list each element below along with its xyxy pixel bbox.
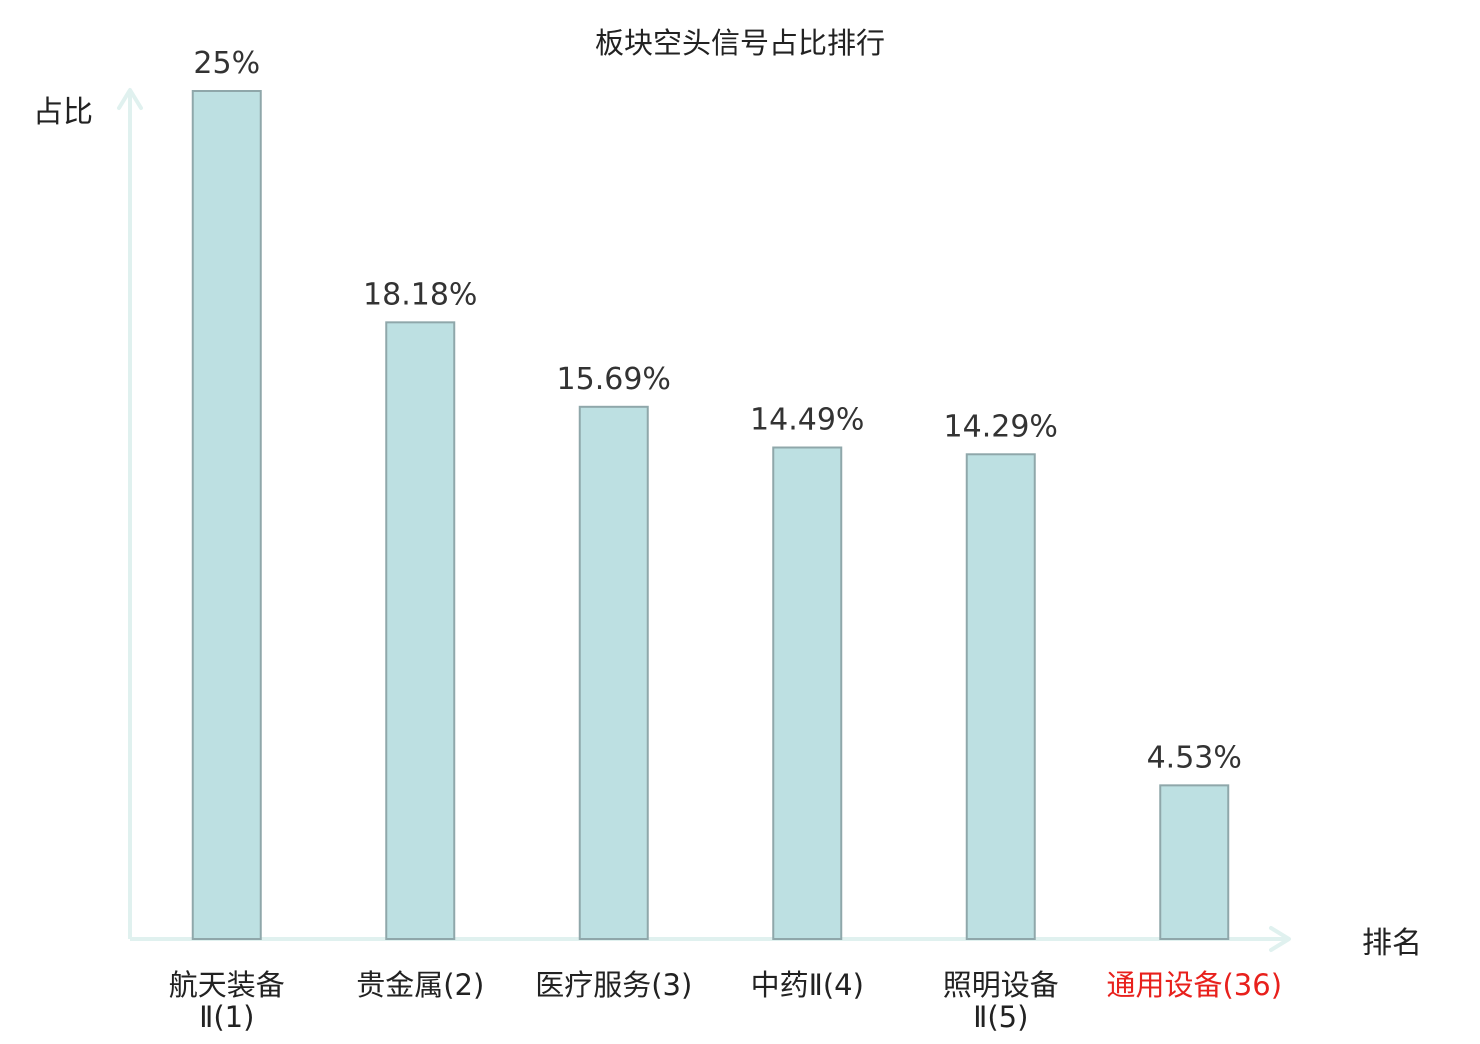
x-tick-label-1-line-1: 航天装备 bbox=[169, 968, 285, 1002]
x-tick-label-2: 贵金属(2) bbox=[356, 968, 484, 1002]
axes bbox=[117, 88, 1291, 952]
value-label-2: 18.18% bbox=[363, 277, 477, 312]
x-tick-label-5-line-1: 照明设备 bbox=[943, 968, 1059, 1002]
value-label-4: 14.49% bbox=[750, 402, 864, 437]
value-label-6: 4.53% bbox=[1147, 740, 1242, 775]
x-tick-label-6: 通用设备(36) bbox=[1106, 968, 1282, 1002]
x-tick-label-4: 中药Ⅱ(4) bbox=[751, 968, 864, 1002]
x-tick-label-1-line-2: Ⅱ(1) bbox=[199, 1000, 254, 1034]
bar-3 bbox=[578, 405, 649, 940]
bars-group bbox=[191, 90, 1230, 940]
bar-4 bbox=[772, 446, 843, 940]
bar-6 bbox=[1159, 784, 1230, 940]
y-axis-arrow bbox=[117, 88, 143, 110]
x-tick-label-5-line-2: Ⅱ(5) bbox=[973, 1000, 1028, 1034]
value-label-1: 25% bbox=[193, 46, 260, 81]
bar-2 bbox=[385, 321, 456, 940]
x-axis-label: 排名 bbox=[1362, 926, 1422, 961]
x-tick-label-3: 医疗服务(3) bbox=[535, 968, 692, 1002]
value-label-5: 14.29% bbox=[944, 409, 1058, 444]
value-label-3: 15.69% bbox=[557, 362, 671, 397]
bar-5 bbox=[965, 453, 1036, 940]
chart-title: 板块空头信号占比排行 bbox=[595, 26, 885, 60]
x-axis-arrow bbox=[1269, 926, 1291, 952]
value-labels-group: 25% 18.18% 15.69% 14.49% 14.29% 4.53% bbox=[193, 46, 1242, 775]
bar-1 bbox=[191, 90, 262, 940]
y-axis-label: 占比 bbox=[33, 95, 93, 130]
